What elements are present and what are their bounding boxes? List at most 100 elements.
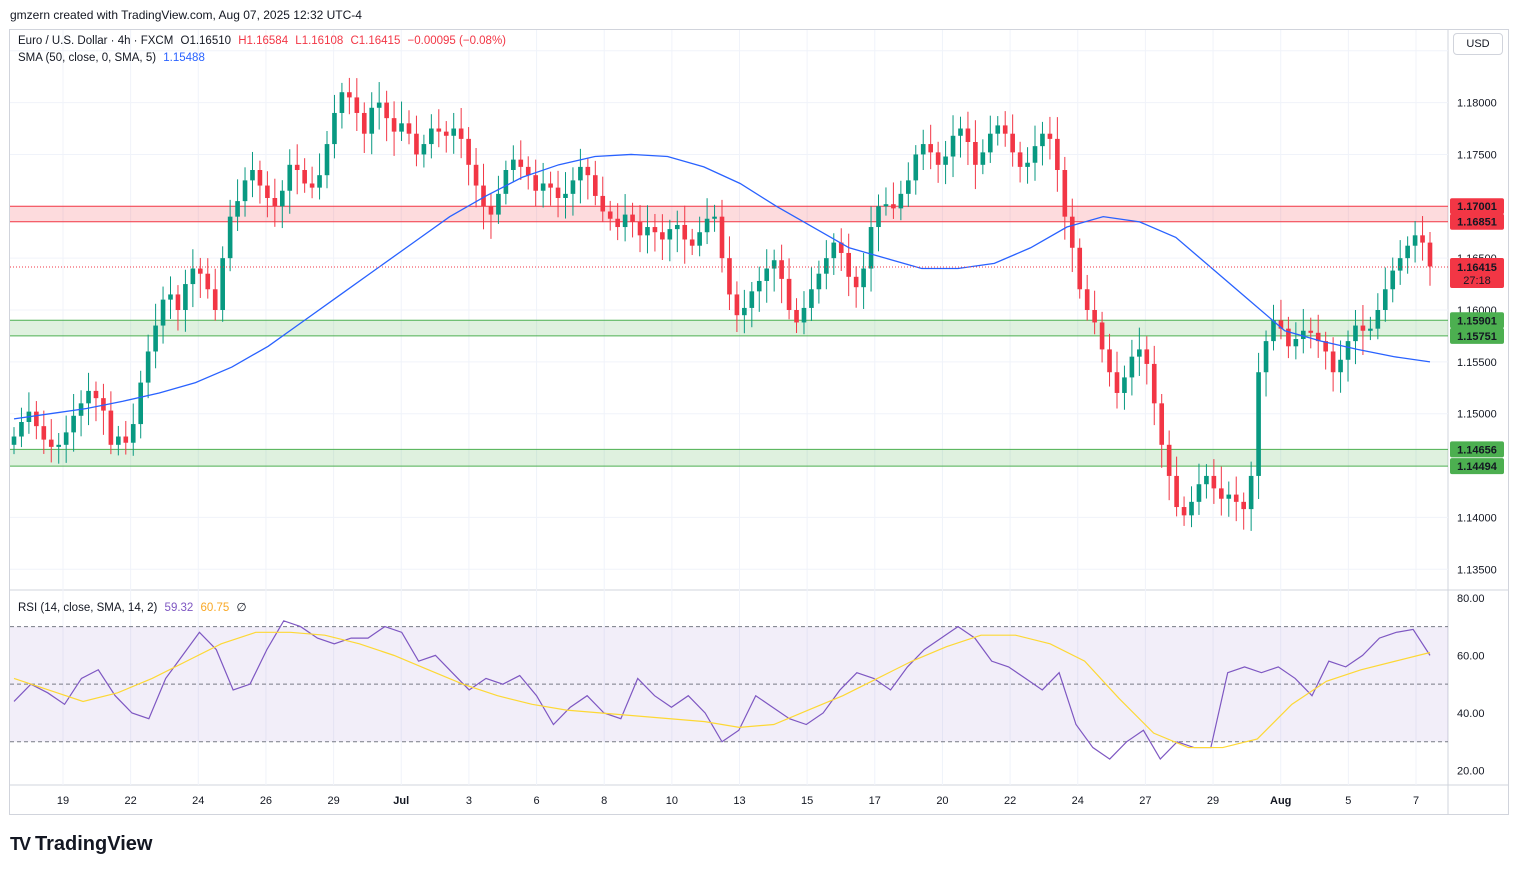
candle-body [265,185,270,198]
candle-body [1256,372,1261,476]
candle-body [906,180,911,194]
candle-body [727,258,732,295]
candle-body [1315,332,1321,342]
candle-body [473,164,479,186]
rsi-tick-label: 80.00 [1457,593,1485,605]
candle-body [369,107,375,134]
candle-body [168,294,173,300]
candle-body [578,166,583,181]
candle-body [809,289,814,308]
candle-body [294,164,300,170]
candle-body [801,307,807,323]
candle-body [1405,245,1410,259]
candle-body [496,193,501,215]
candle-body [1271,320,1276,342]
candle-body [93,390,99,399]
candle-body [563,193,568,198]
candle-body [227,216,233,259]
rsi-label[interactable]: RSI (14, close, SMA, 14, 2) [18,602,158,614]
candle-body [1025,162,1030,167]
candle-body [1353,325,1358,342]
candle-body [1189,501,1194,516]
candle-body [1263,341,1269,373]
candle-body [324,144,330,176]
zone-price-label: 1.14656 [1457,444,1497,456]
time-tick-label: 17 [869,795,881,807]
candle-body [1323,341,1328,352]
symbol-label[interactable]: Euro / U.S. Dollar · 4h · FXCM [18,35,174,47]
time-tick-label: 27 [1139,795,1151,807]
candle-body [682,224,688,240]
time-tick-label: 10 [666,795,678,807]
candle-body [838,242,844,253]
zone-price-label: 1.15901 [1457,315,1497,327]
candle-body [1427,242,1433,267]
currency-button[interactable]: USD [1453,33,1503,55]
candle-body [376,102,382,108]
candle-body [414,133,419,155]
time-tick-label: 29 [1207,795,1219,807]
tradingview-brand[interactable]: TV TradingView [10,833,152,856]
candle-body [1211,475,1217,489]
candle-body [145,351,151,383]
time-tick-label: 8 [601,795,607,807]
candle-body [1233,494,1239,502]
candle-body [309,183,315,188]
candle-body [406,123,412,134]
rsi-tick-label: 40.00 [1457,708,1485,720]
zone-price-tag [1450,198,1504,215]
time-tick-label: Aug [1270,795,1291,807]
candle-body [637,221,643,236]
candle-body [235,201,240,217]
candle-body [1345,341,1351,360]
zone-price-tag [1450,213,1504,230]
time-tick-label: 24 [192,795,204,807]
candle-body [86,390,91,404]
candle-body [1084,289,1090,310]
candle-body [742,307,747,316]
candle-body [749,291,755,308]
candle-body [11,436,17,445]
candle-body [943,156,948,165]
candle-body [794,310,799,323]
candle-body [898,193,904,209]
candle-body [645,227,650,236]
candle-body [1166,444,1172,476]
candle-body [1196,484,1202,502]
candle-body [1375,310,1381,329]
candle-body [347,92,352,98]
candle-body [1174,475,1179,508]
candle-body [891,204,896,209]
candle-body [697,232,702,246]
candle-body [719,216,725,259]
candle-body [995,125,1001,134]
candle-body [1248,475,1254,510]
candle-body [153,325,158,352]
candle-body [712,216,717,219]
candle-body [272,198,278,207]
zone-support-2 [10,449,1448,467]
candle-body [138,382,144,425]
candle-body [1412,235,1418,246]
candle-body [1077,247,1083,290]
candle-body [592,175,598,196]
candle-body [1300,330,1306,340]
candle-body [1002,125,1008,134]
candle-body [198,268,203,274]
candle-body [868,227,874,269]
candle-body [108,410,114,445]
time-tick-label: Jul [393,795,409,807]
sma-label[interactable]: SMA (50, close, 0, SMA, 5) [18,52,157,64]
candle-body [1293,339,1299,347]
candle-body [1099,322,1105,350]
main-legend: Euro / U.S. Dollar · 4h · FXCM O1.16510 … [18,35,510,47]
zone-support-1 [10,320,1448,336]
candle-body [19,422,24,437]
candle-body [332,112,337,145]
candle-body [622,214,628,228]
candle-body [1397,258,1403,271]
time-tick-label: 26 [260,795,272,807]
candle-body [279,190,285,207]
close-value: C1.16415 [350,35,401,47]
